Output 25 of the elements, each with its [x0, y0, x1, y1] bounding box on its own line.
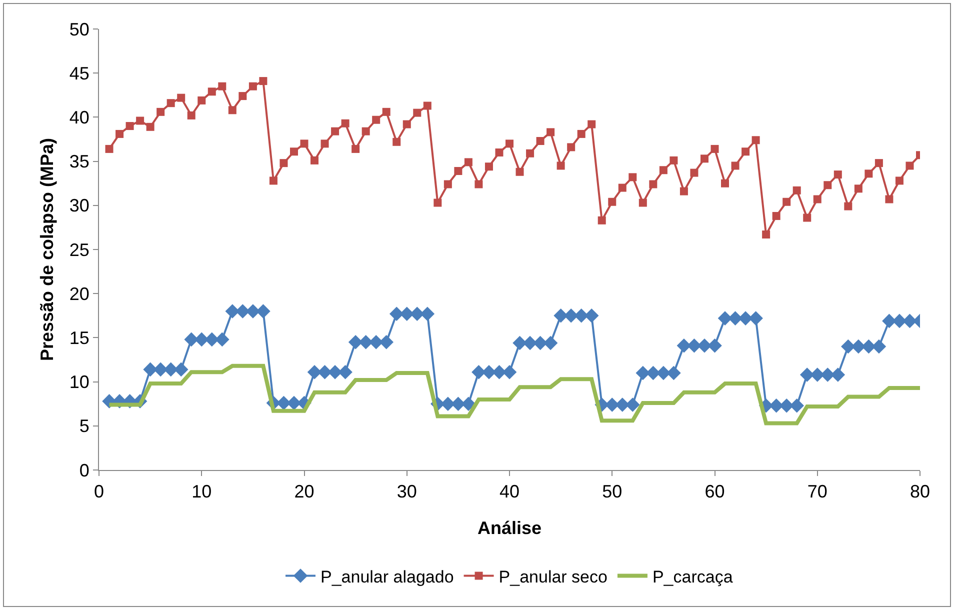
- x-tick-label: 40: [499, 482, 520, 502]
- x-axis-title: Análise: [477, 518, 542, 538]
- x-tick-label: 50: [602, 482, 622, 502]
- y-tick-label: 0: [79, 460, 90, 480]
- x-tick-label: 0: [94, 482, 104, 502]
- legend-label: P_anular alagado: [320, 567, 454, 586]
- y-tick-label: 40: [69, 108, 90, 128]
- y-tick-label: 15: [69, 328, 90, 348]
- y-tick-label: 20: [69, 284, 90, 304]
- y-tick-label: 35: [69, 152, 90, 172]
- y-axis-title: Pressão de colapso (MPa): [37, 138, 57, 362]
- legend-label: P_anular seco: [498, 567, 608, 586]
- x-tick-label: 80: [910, 482, 930, 502]
- x-tick-label: 70: [807, 482, 828, 502]
- y-tick-label: 30: [69, 196, 90, 216]
- y-tick-label: 50: [69, 19, 90, 40]
- y-tick-label: 10: [69, 372, 90, 392]
- y-tick-label: 5: [79, 416, 90, 436]
- x-tick-label: 10: [192, 482, 212, 502]
- y-tick-label: 25: [69, 240, 90, 260]
- x-tick-label: 60: [704, 482, 725, 502]
- x-tick-label: 30: [396, 482, 417, 502]
- x-tick-label: 20: [294, 482, 314, 502]
- y-tick-label: 45: [69, 63, 90, 84]
- legend-label: P_carcaça: [652, 567, 734, 586]
